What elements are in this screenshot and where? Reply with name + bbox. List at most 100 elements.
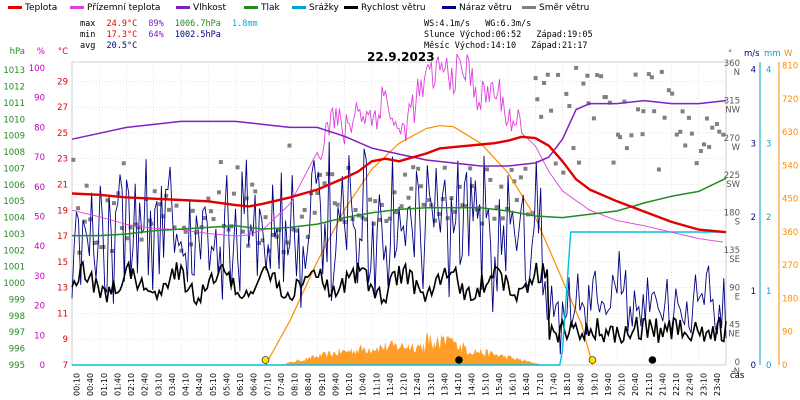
stats-min-hum: 64%	[148, 30, 164, 40]
wind-direction-point	[603, 95, 608, 100]
axis-wind-tick: 1	[751, 287, 756, 297]
legend-item: Teplota	[8, 3, 57, 13]
axis-temp-tick: 19	[57, 206, 68, 216]
legend: Teplota Přízemní teplota Vlhkost Tlak Srážky…	[8, 3, 798, 17]
wind-direction-point	[485, 167, 490, 172]
wind-direction-point	[509, 167, 514, 172]
wind-direction-point	[363, 217, 368, 222]
wind-direction-point	[468, 166, 473, 171]
wind-direction-point	[585, 73, 590, 78]
axis-dir-tick: 90	[729, 283, 740, 293]
wind-direction-point	[368, 197, 373, 202]
axis-hpa-tick: 1011	[3, 99, 25, 109]
axis-dir-tick-name: SW	[726, 180, 740, 190]
wind-direction-point	[512, 179, 517, 184]
wind-direction-point	[318, 172, 323, 177]
sunrise-marker	[261, 356, 270, 364]
wind-direction-point	[71, 157, 76, 162]
x-tick-label: 21:40	[658, 373, 667, 396]
x-tick-label: 23:10	[699, 373, 708, 396]
axis-hpa-label: hPa	[10, 47, 25, 57]
wind-direction-point	[611, 160, 616, 165]
legend-swatch	[70, 6, 84, 9]
axis-hpa-tick: 1013	[3, 66, 25, 76]
axis-temp-tick: 15	[57, 258, 68, 268]
x-tick-label: 14:40	[468, 373, 477, 396]
wind-direction-point	[182, 225, 187, 230]
axis-dir-tick-name: SE	[729, 255, 740, 265]
axis-temp-tick: 17	[57, 232, 68, 242]
wind-direction-point	[419, 184, 424, 189]
wind-direction-point	[302, 208, 307, 213]
stats-max-hum: 89%	[148, 19, 164, 29]
wind-direction-point	[662, 115, 667, 120]
axis-hpa-tick: 1003	[3, 230, 25, 240]
wind-direction-point	[659, 69, 664, 74]
axis-dir-tick: 45	[729, 321, 740, 331]
wind-direction-point	[277, 227, 282, 232]
wind-direction-point	[202, 216, 207, 221]
axis-dir-tick: 180	[724, 209, 740, 219]
wind-direction-point	[701, 142, 706, 147]
axis-pct-label: %	[37, 47, 45, 57]
wind-direction-point	[379, 202, 384, 207]
x-tick-label: 22:10	[672, 373, 681, 396]
info-panel: WS:4.1m/s WG:6.3m/s Slunce Východ:06:52 …	[424, 19, 603, 52]
wind-direction-point	[674, 132, 679, 137]
x-tick-label: 17:10	[536, 373, 545, 396]
wind-direction-point	[445, 216, 450, 221]
wind-direction-point	[371, 221, 376, 226]
axis-dir-tick: 360	[724, 59, 740, 69]
x-tick-label: 11:10	[372, 373, 381, 396]
wind-direction-point	[549, 108, 554, 113]
wind-direction-point	[500, 216, 505, 221]
axis-hpa-tick: 1005	[3, 197, 25, 207]
x-tick-label: 10:40	[359, 373, 368, 396]
x-tick-label: 16:40	[522, 373, 531, 396]
legend-label: Přízemní teplota	[87, 3, 161, 13]
wind-direction-point	[457, 184, 462, 189]
x-tick-label: 16:10	[509, 373, 518, 396]
wind-direction-point	[656, 167, 661, 172]
legend-item: Vlhkost	[176, 3, 226, 13]
wind-direction-point	[179, 248, 184, 253]
wind-direction-point	[666, 88, 671, 93]
wind-direction-point	[440, 196, 445, 201]
wind-direction-point	[322, 181, 327, 186]
axis-solar-tick: 360	[782, 228, 798, 238]
wind-direction-point	[689, 131, 694, 136]
wind-direction-point	[576, 160, 581, 165]
axis-wind-label: m/s	[744, 49, 760, 59]
axis-pct-tick: 10	[34, 331, 45, 341]
axis-dir-tick: 0	[735, 358, 740, 368]
wind-direction-point	[121, 161, 126, 166]
wind-direction-point	[591, 116, 596, 121]
series-humidity	[71, 99, 727, 167]
wind-direction-point	[416, 166, 421, 171]
wind-direction-point	[704, 116, 709, 121]
wind-direction-point	[463, 204, 468, 209]
x-tick-label: 19:10	[590, 373, 599, 396]
axis-dir-tick-name: E	[735, 292, 740, 302]
wind-direction-point	[514, 198, 519, 203]
wind-direction-point	[190, 208, 195, 213]
x-tick-label: 23:40	[713, 373, 722, 396]
x-tick-label: 02:40	[141, 373, 150, 396]
wind-direction-point	[172, 225, 177, 230]
wind-direction-point	[571, 146, 576, 151]
axis-pct-tick: 40	[34, 242, 45, 252]
wind-direction-point	[629, 133, 634, 138]
wind-direction-point	[469, 184, 474, 189]
legend-swatch	[442, 6, 456, 9]
wind-direction-point	[646, 72, 651, 77]
wind-direction-point	[152, 189, 157, 194]
wind-direction-point	[353, 207, 358, 212]
series-temperature	[71, 135, 727, 234]
wind-direction-point	[453, 209, 458, 214]
stats-avg-label: avg	[80, 41, 96, 51]
wind-direction-point	[635, 107, 640, 112]
wind-direction-point	[325, 171, 330, 176]
axis-temp-tick: 29	[57, 77, 68, 87]
wind-direction-point	[235, 165, 240, 170]
x-tick-label: 03:10	[154, 373, 163, 396]
